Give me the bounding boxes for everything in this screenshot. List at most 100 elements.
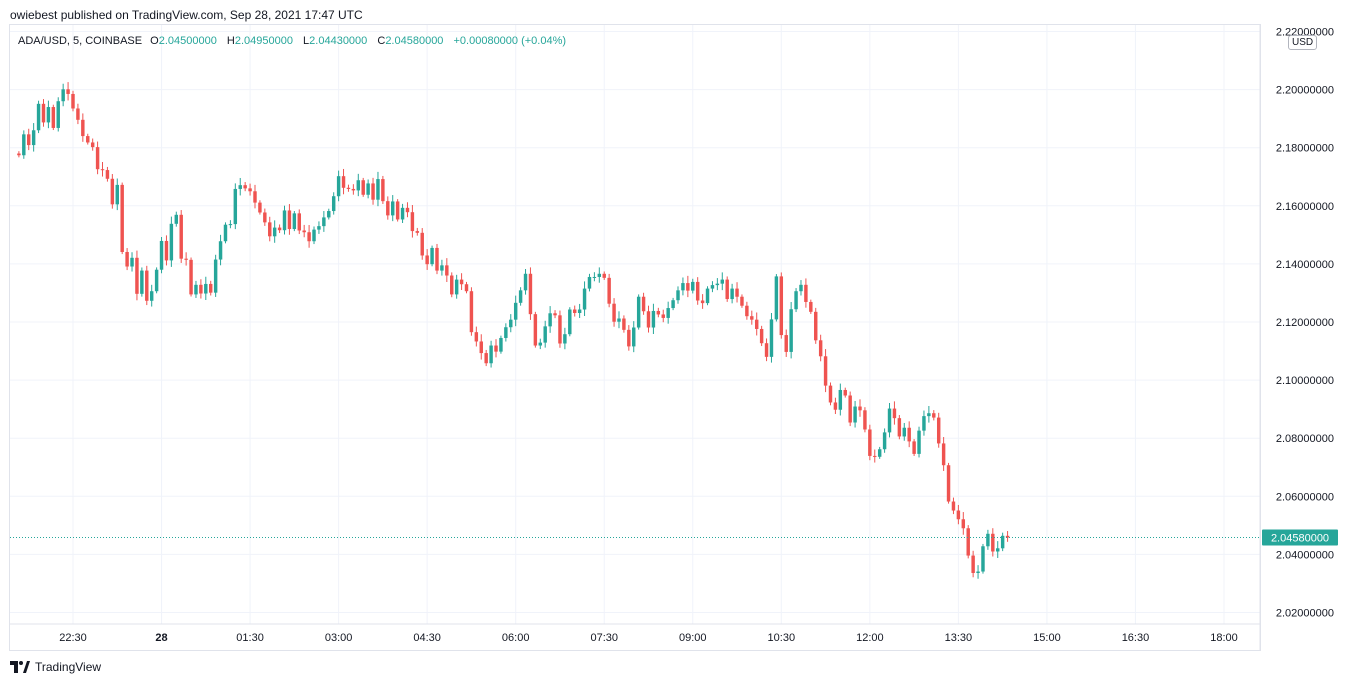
candle-body[interactable] (322, 217, 326, 227)
candle-body[interactable] (617, 318, 621, 322)
candle-body[interactable] (435, 247, 439, 271)
candle-body[interactable] (140, 270, 144, 294)
candle-body[interactable] (833, 402, 838, 410)
candle-body[interactable] (100, 169, 105, 171)
candle-body[interactable] (715, 283, 720, 286)
candle-body[interactable] (169, 223, 174, 261)
candle-body[interactable] (361, 180, 365, 195)
candle-body[interactable] (27, 134, 31, 146)
candle-body[interactable] (263, 212, 267, 223)
candle-body[interactable] (882, 432, 887, 450)
candle-body[interactable] (95, 147, 100, 170)
candle-body[interactable] (607, 277, 611, 304)
candle-body[interactable] (533, 314, 538, 346)
candle-body[interactable] (440, 265, 444, 271)
candle-body[interactable] (317, 226, 321, 230)
candle-body[interactable] (410, 212, 415, 232)
candle-body[interactable] (961, 519, 966, 529)
candle-body[interactable] (386, 201, 390, 216)
candle-body[interactable] (656, 310, 661, 315)
candle-body[interactable] (415, 231, 420, 233)
candle-body[interactable] (799, 284, 803, 292)
candle-body[interactable] (735, 288, 739, 297)
candle-body[interactable] (646, 311, 651, 328)
candle-body[interactable] (312, 229, 316, 242)
candle-body[interactable] (966, 528, 970, 556)
candle-body[interactable] (31, 130, 36, 146)
candle-body[interactable] (592, 276, 597, 278)
candle-body[interactable] (292, 213, 297, 230)
candle-body[interactable] (705, 288, 710, 304)
candle-body[interactable] (750, 316, 754, 320)
candle-body[interactable] (681, 283, 685, 291)
candle-body[interactable] (936, 417, 941, 444)
candle-body[interactable] (700, 300, 705, 304)
candle-body[interactable] (135, 257, 139, 294)
candle-body[interactable] (518, 290, 523, 303)
candle-body[interactable] (853, 406, 857, 423)
candle-body[interactable] (371, 183, 375, 200)
candle-body[interactable] (858, 406, 862, 411)
candle-body[interactable] (695, 281, 700, 301)
candle-body[interactable] (51, 107, 56, 128)
candle-body[interactable] (341, 176, 346, 188)
candle-body[interactable] (764, 343, 769, 357)
candle-body[interactable] (179, 214, 183, 259)
candle-body[interactable] (538, 342, 543, 346)
candle-body[interactable] (130, 257, 134, 267)
candle-body[interactable] (991, 533, 995, 552)
candle-body[interactable] (125, 251, 129, 267)
candle-body[interactable] (450, 275, 454, 295)
candle-body[interactable] (986, 533, 990, 547)
candle-body[interactable] (430, 247, 434, 265)
candle-body[interactable] (189, 259, 193, 295)
candle-body[interactable] (922, 416, 926, 431)
candle-body[interactable] (553, 313, 557, 316)
candle-body[interactable] (745, 305, 749, 317)
candle-body[interactable] (1000, 535, 1005, 549)
candle-body[interactable] (479, 341, 483, 354)
candle-body[interactable] (902, 427, 906, 437)
candle-body[interactable] (509, 319, 513, 328)
candle-body[interactable] (159, 240, 164, 270)
candle-body[interactable] (346, 187, 351, 189)
candle-body[interactable] (282, 210, 287, 231)
candle-body[interactable] (454, 279, 459, 295)
candle-body[interactable] (277, 227, 282, 231)
candle-body[interactable] (587, 276, 592, 289)
candle-body[interactable] (789, 309, 793, 352)
candle-body[interactable] (774, 276, 779, 320)
candle-body[interactable] (597, 273, 602, 277)
candle-body[interactable] (56, 101, 60, 128)
symbol-label[interactable]: ADA/USD, 5, COINBASE (18, 35, 143, 47)
candle-body[interactable] (818, 340, 823, 357)
candle-body[interactable] (287, 210, 292, 230)
candle-body[interactable] (41, 103, 46, 123)
candle-body[interactable] (996, 548, 1000, 552)
candle-body[interactable] (946, 465, 951, 502)
candle-body[interactable] (912, 441, 916, 454)
candle-body[interactable] (523, 273, 528, 291)
candle-body[interactable] (740, 296, 744, 306)
candle-body[interactable] (233, 188, 238, 225)
candle-body[interactable] (145, 270, 149, 301)
candle-body[interactable] (248, 188, 252, 192)
candle-body[interactable] (784, 335, 788, 352)
candle-body[interactable] (543, 326, 547, 343)
candle-body[interactable] (445, 265, 449, 276)
candle-body[interactable] (395, 201, 400, 220)
candle-body[interactable] (36, 103, 41, 131)
candle-body[interactable] (528, 273, 533, 315)
candle-body[interactable] (149, 291, 154, 301)
candle-body[interactable] (474, 332, 479, 342)
candle-body[interactable] (46, 107, 51, 123)
candle-body[interactable] (459, 279, 464, 285)
candle-body[interactable] (828, 385, 833, 403)
candle-body[interactable] (873, 455, 877, 457)
candle-body[interactable] (1005, 535, 1010, 538)
candle-body[interactable] (17, 153, 21, 156)
candle-body[interactable] (405, 207, 410, 213)
candle-body[interactable] (61, 89, 65, 102)
candle-body[interactable] (184, 258, 188, 260)
